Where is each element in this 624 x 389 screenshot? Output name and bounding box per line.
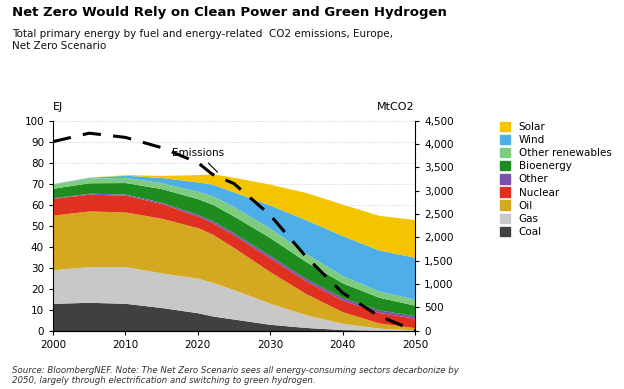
Text: MtCO2: MtCO2 xyxy=(378,102,415,112)
Legend: Solar, Wind, Other renewables, Bioenergy, Other, Nuclear, Oil, Gas, Coal: Solar, Wind, Other renewables, Bioenergy… xyxy=(500,122,612,237)
Text: Source: BloombergNEF. Note: The Net Zero Scenario sees all energy-consuming sect: Source: BloombergNEF. Note: The Net Zero… xyxy=(12,366,459,385)
Text: Total primary energy by fuel and energy-related  CO2 emissions, Europe,
Net Zero: Total primary energy by fuel and energy-… xyxy=(12,29,394,51)
Text: Net Zero Would Rely on Clean Power and Green Hydrogen: Net Zero Would Rely on Clean Power and G… xyxy=(12,6,447,19)
Text: Emissions: Emissions xyxy=(172,148,225,172)
Text: EJ: EJ xyxy=(53,102,63,112)
